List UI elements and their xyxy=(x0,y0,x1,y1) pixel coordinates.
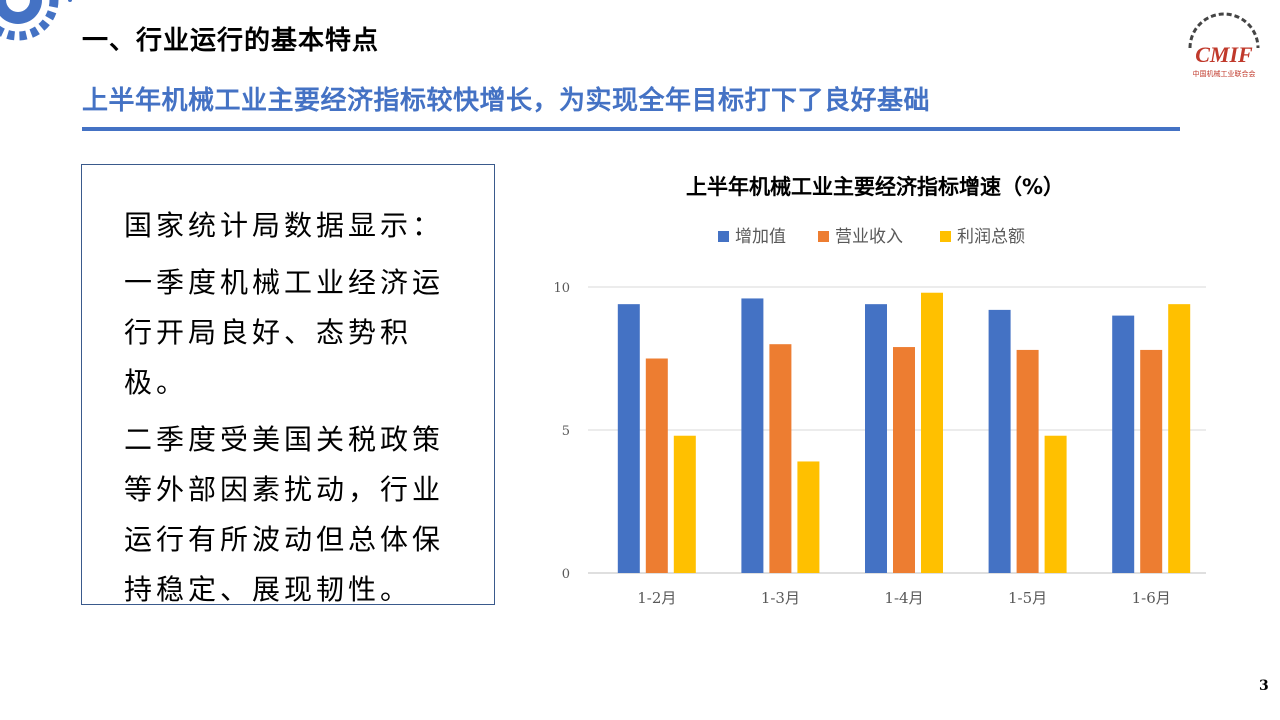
legend-swatch xyxy=(940,231,951,242)
summary-paragraph: 国家统计局数据显示： xyxy=(124,209,445,242)
summary-paragraph: 一季度机械工业经济运行开局良好、态势积极。 xyxy=(124,266,445,399)
x-tick-label: 1-2月 xyxy=(637,589,676,607)
section-title: 一、行业运行的基本特点 xyxy=(82,26,380,56)
bar-利润总额 xyxy=(1044,435,1067,573)
bar-增加值 xyxy=(1112,315,1135,573)
legend-swatch xyxy=(718,231,729,242)
bar-营业收入 xyxy=(893,347,915,573)
chart-title: 上半年机械工业主要经济指标增速（%） xyxy=(686,175,1064,199)
summary-paragraph: 二季度受美国关税政策等外部因素扰动，行业运行有所波动但总体保持稳定、展现韧性。 xyxy=(124,423,445,606)
legend-label: 利润总额 xyxy=(957,227,1025,247)
title-divider xyxy=(82,127,1180,131)
logo-wordmark: CMIF xyxy=(1195,42,1253,67)
y-tick-label: 5 xyxy=(562,424,570,439)
x-tick-label: 1-3月 xyxy=(761,589,800,607)
x-tick-label: 1-6月 xyxy=(1132,589,1171,607)
bar-营业收入 xyxy=(769,344,792,573)
legend-label: 营业收入 xyxy=(835,227,903,247)
cmif-logo: CMIF 中国机械工业联合会 xyxy=(1188,12,1260,78)
bar-增加值 xyxy=(741,298,764,573)
legend-label: 增加值 xyxy=(735,227,786,247)
gear-decoration-icon xyxy=(0,0,72,41)
bar-利润总额 xyxy=(797,461,820,573)
gear-logo-icon xyxy=(1188,12,1260,49)
bar-营业收入 xyxy=(1140,349,1163,573)
page-subtitle: 上半年机械工业主要经济指标较快增长，为实现全年目标打下了良好基础 xyxy=(82,86,931,116)
y-tick-label: 0 xyxy=(562,567,570,582)
x-tick-label: 1-5月 xyxy=(1008,589,1047,607)
bar-增加值 xyxy=(988,309,1011,573)
logo-caption: 中国机械工业联合会 xyxy=(1193,69,1256,78)
summary-textbox: 国家统计局数据显示： 一季度机械工业经济运行开局良好、态势积极。 二季度受美国关… xyxy=(81,164,495,606)
x-tick-label: 1-4月 xyxy=(884,589,923,607)
bar-利润总额 xyxy=(1168,304,1191,573)
bar-增加值 xyxy=(865,304,887,573)
y-tick-label: 10 xyxy=(553,281,570,296)
bar-增加值 xyxy=(617,304,640,573)
bar-营业收入 xyxy=(645,358,668,573)
bar-利润总额 xyxy=(921,292,943,573)
page-number: 3 xyxy=(1259,678,1269,694)
bar-利润总额 xyxy=(673,435,696,573)
legend-swatch xyxy=(818,231,829,242)
bar-营业收入 xyxy=(1016,349,1039,573)
indicator-growth-chart: 上半年机械工业主要经济指标增速（%） 增加值 营业收入 利润总额 0 5 10 1-2月 1-3… xyxy=(553,175,1206,607)
